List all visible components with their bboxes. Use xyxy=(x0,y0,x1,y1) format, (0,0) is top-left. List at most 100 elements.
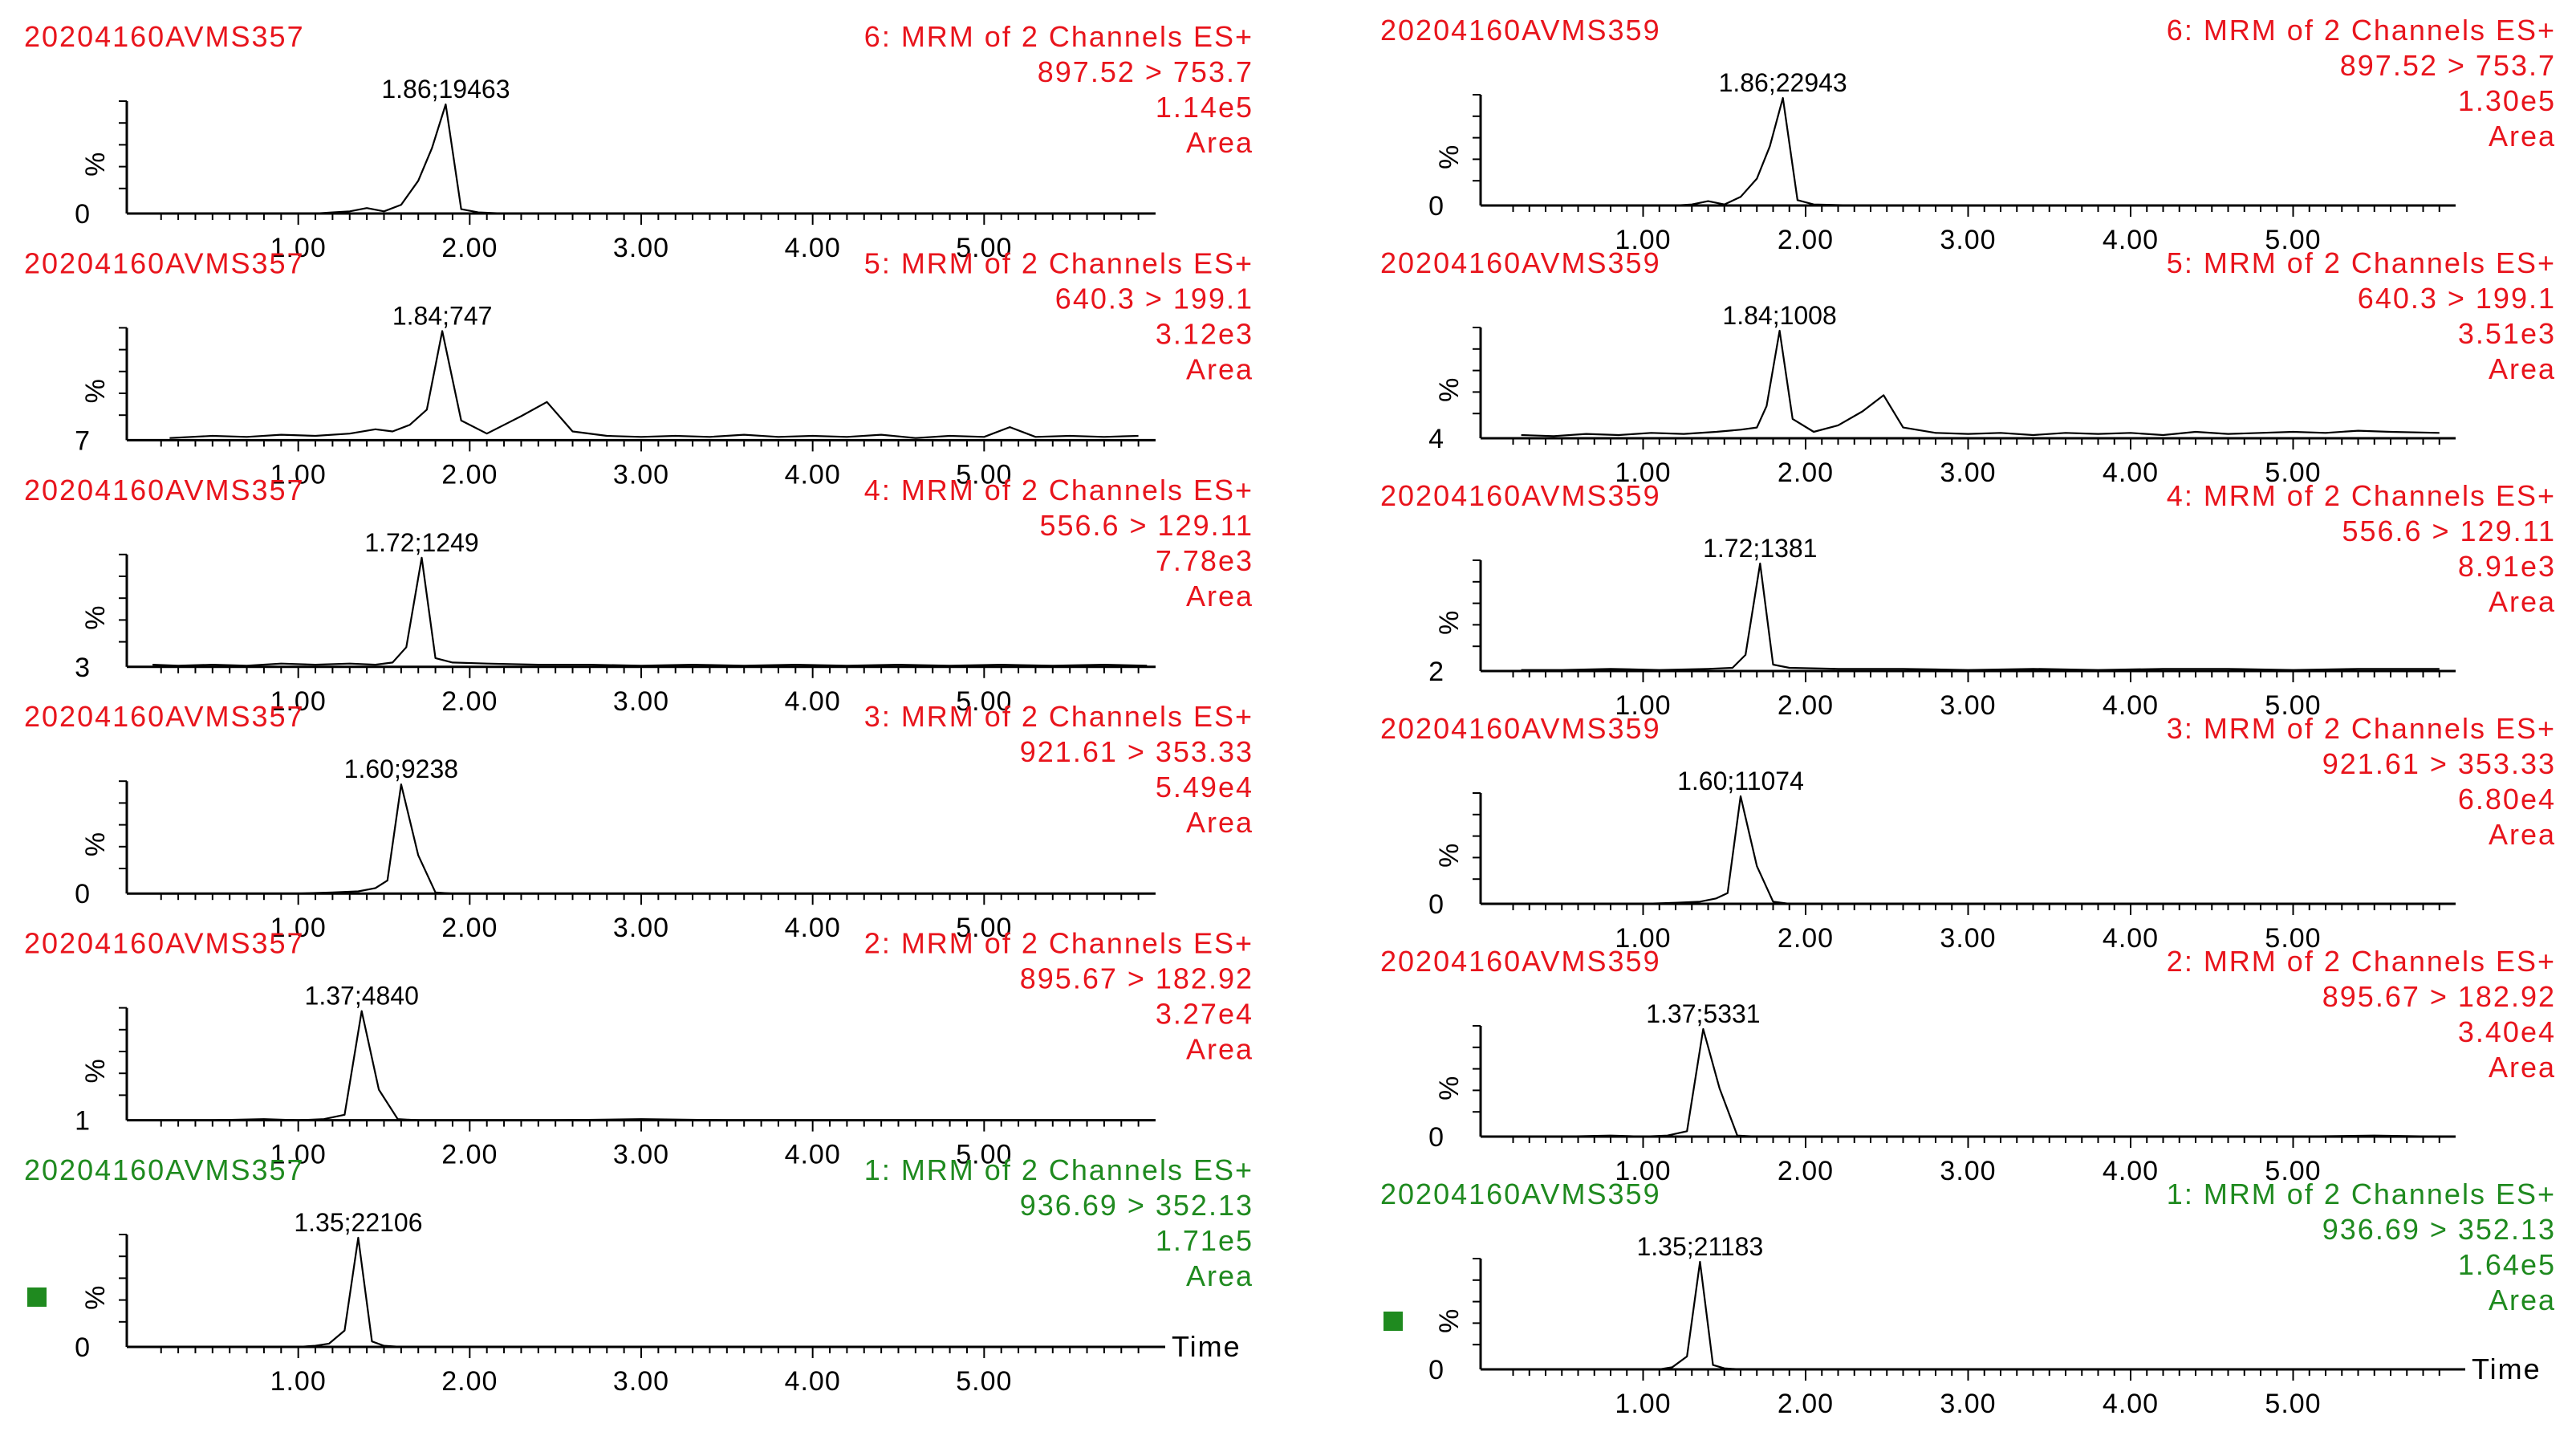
x-tick-label: 2.00 xyxy=(441,459,498,490)
x-tick-label: 5.00 xyxy=(956,233,1012,263)
sample-id-label: 20204160AVMS357 xyxy=(24,1153,305,1186)
x-tick-label: 5.00 xyxy=(956,1140,1012,1170)
intensity-label: 1.71e5 xyxy=(1156,1224,1253,1257)
x-tick-label: 3.00 xyxy=(613,913,669,943)
y-min-label: 4 xyxy=(1428,424,1444,454)
intensity-label: 6.80e4 xyxy=(2458,783,2556,816)
chromatogram-trace xyxy=(1521,1260,2440,1371)
sample-id-label: 20204160AVMS357 xyxy=(24,474,305,506)
y-min-label: 0 xyxy=(1428,889,1444,920)
x-tick-label: 4.00 xyxy=(2103,458,2159,488)
sample-id-label: 20204160AVMS357 xyxy=(24,927,305,960)
green-square-icon xyxy=(1383,1312,1403,1331)
y-axis-percent-label: % xyxy=(80,379,111,403)
intensity-label: 3.40e4 xyxy=(2458,1015,2556,1048)
peak-label: 1.35;21183 xyxy=(1636,1232,1763,1261)
x-tick-label: 3.00 xyxy=(613,1140,669,1170)
mode-label: Area xyxy=(1186,352,1253,385)
chromatogram-panel: 20204160AVMS359 5: MRM of 2 Channels ES+6… xyxy=(1380,246,2556,488)
y-axis-percent-label: % xyxy=(80,605,111,629)
channel-label: 5: MRM of 2 Channels ES+ xyxy=(2167,246,2556,279)
chromatogram-trace xyxy=(169,1010,1139,1121)
x-tick-label: 1.00 xyxy=(1615,690,1671,721)
time-axis-label: Time xyxy=(2472,1353,2541,1385)
transition-label: 556.6 > 129.11 xyxy=(2342,515,2556,547)
x-tick-label: 1.00 xyxy=(1615,458,1671,488)
y-axis-percent-label: % xyxy=(80,1286,111,1310)
intensity-label: 3.27e4 xyxy=(1156,998,1253,1031)
channel-label: 1: MRM of 2 Channels ES+ xyxy=(864,1153,1253,1186)
transition-label: 897.52 > 753.7 xyxy=(2340,49,2556,82)
chromatogram-panel: 20204160AVMS359 4: MRM of 2 Channels ES+5… xyxy=(1380,479,2556,721)
x-tick-label: 5.00 xyxy=(956,459,1012,490)
transition-label: 936.69 > 352.13 xyxy=(1020,1189,1253,1222)
x-tick-label: 2.00 xyxy=(1778,1156,1834,1186)
y-min-label: 0 xyxy=(1428,1355,1444,1385)
x-tick-label: 2.00 xyxy=(1778,923,1834,954)
y-min-label: 0 xyxy=(75,199,90,230)
mode-label: Area xyxy=(2489,585,2556,618)
x-tick-label: 5.00 xyxy=(2265,1156,2321,1186)
transition-label: 936.69 > 352.13 xyxy=(2322,1213,2556,1246)
channel-label: 5: MRM of 2 Channels ES+ xyxy=(864,246,1253,279)
y-axis-percent-label: % xyxy=(80,153,111,177)
chromatogram-trace xyxy=(169,103,1139,215)
chromatogram-panel: 20204160AVMS359 1: MRM of 2 Channels ES+9… xyxy=(1380,1178,2556,1419)
intensity-label: 3.51e3 xyxy=(2458,317,2556,350)
x-tick-label: 5.00 xyxy=(956,686,1012,717)
x-tick-label: 1.00 xyxy=(1615,1389,1671,1419)
channel-label: 6: MRM of 2 Channels ES+ xyxy=(2167,14,2556,47)
transition-label: 921.61 > 353.33 xyxy=(1020,735,1253,768)
x-tick-label: 4.00 xyxy=(785,1366,841,1397)
y-axis-percent-label: % xyxy=(1434,1076,1465,1100)
chromatogram-panel: 20204160AVMS357 1: MRM of 2 Channels ES+9… xyxy=(24,1153,1253,1397)
y-axis-percent-label: % xyxy=(80,832,111,856)
y-min-label: 7 xyxy=(75,425,90,456)
chromatogram-trace xyxy=(1521,1027,2440,1138)
x-tick-label: 4.00 xyxy=(785,913,841,943)
transition-label: 895.67 > 182.92 xyxy=(2322,980,2556,1013)
mode-label: Area xyxy=(1186,126,1253,159)
x-tick-label: 4.00 xyxy=(2103,225,2159,255)
sample-id-label: 20204160AVMS357 xyxy=(24,20,305,53)
y-axis-percent-label: % xyxy=(1434,611,1465,635)
chromatogram-panel: 20204160AVMS357 5: MRM of 2 Channels ES+6… xyxy=(24,246,1253,490)
peak-label: 1.60;11074 xyxy=(1677,767,1804,795)
time-axis-label: Time xyxy=(1172,1330,1241,1363)
peak-label: 1.84;1008 xyxy=(1722,301,1836,330)
mode-label: Area xyxy=(1186,580,1253,612)
y-axis-percent-label: % xyxy=(80,1059,111,1083)
x-tick-label: 4.00 xyxy=(2103,923,2159,954)
x-tick-label: 2.00 xyxy=(441,686,498,717)
sample-id-label: 20204160AVMS357 xyxy=(24,700,305,733)
chromatogram-panel: 20204160AVMS357 4: MRM of 2 Channels ES+5… xyxy=(24,474,1253,717)
x-tick-label: 3.00 xyxy=(1940,458,1996,488)
mode-label: Area xyxy=(2489,1051,2556,1084)
x-tick-label: 2.00 xyxy=(441,1140,498,1170)
sample-id-label: 20204160AVMS359 xyxy=(1380,945,1661,978)
chromatogram-panel: 20204160AVMS357 3: MRM of 2 Channels ES+9… xyxy=(24,700,1253,943)
transition-label: 640.3 > 199.1 xyxy=(2358,282,2556,315)
green-square-icon xyxy=(27,1287,47,1307)
mode-label: Area xyxy=(2489,818,2556,851)
x-tick-label: 3.00 xyxy=(1940,225,1996,255)
x-tick-label: 2.00 xyxy=(441,233,498,263)
sample-id-label: 20204160AVMS359 xyxy=(1380,479,1661,512)
x-tick-label: 5.00 xyxy=(2265,225,2321,255)
chromatogram-panel: 20204160AVMS357 2: MRM of 2 Channels ES+8… xyxy=(24,927,1253,1170)
mode-label: Area xyxy=(1186,1033,1253,1066)
channel-label: 2: MRM of 2 Channels ES+ xyxy=(2167,945,2556,978)
chromatogram-trace xyxy=(169,330,1139,439)
chromatogram-trace xyxy=(1521,562,2440,671)
chromatogram-trace xyxy=(152,556,1148,667)
x-tick-label: 1.00 xyxy=(270,1366,327,1397)
chromatogram-column-2: 20204160AVMS359 6: MRM of 2 Channels ES+8… xyxy=(1380,14,2556,1419)
peak-label: 1.35;22106 xyxy=(294,1208,422,1237)
chromatogram-trace xyxy=(169,1236,1139,1348)
x-tick-label: 2.00 xyxy=(1778,225,1834,255)
peak-label: 1.72;1249 xyxy=(364,528,478,557)
x-tick-label: 1.00 xyxy=(270,1140,327,1170)
intensity-label: 3.12e3 xyxy=(1156,317,1253,350)
channel-label: 1: MRM of 2 Channels ES+ xyxy=(2167,1178,2556,1210)
